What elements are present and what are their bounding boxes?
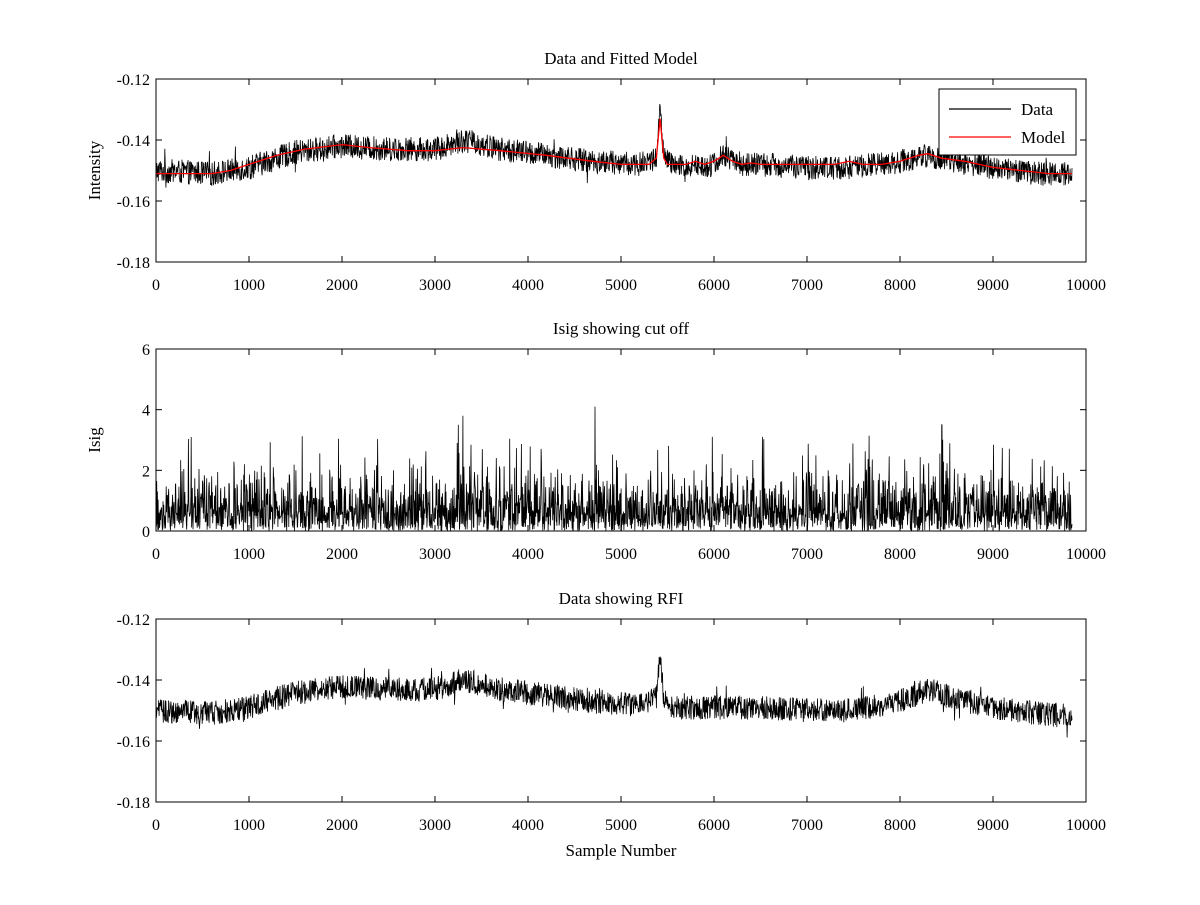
x-tick-label: 0 [152,817,160,834]
legend-label-model: Model [1021,128,1066,147]
x-tick-label: 2000 [326,546,358,563]
x-tick-label: 2000 [326,817,358,834]
y-tick-label: 2 [142,463,150,480]
legend-label-data: Data [1021,100,1054,119]
x-tick-label: 5000 [605,546,637,563]
panel-1: 0 1000 2000 3000 4000 5000 6000 7000 8000 9000 100… [85,49,1106,294]
x-tick-label: 8000 [884,546,916,563]
x-tick-label: 3000 [419,817,451,834]
y-tick-label: 0 [142,524,150,541]
series-data-line [155,656,1073,738]
x-tick-label: 7000 [791,817,823,834]
x-tick-label: 6000 [698,277,730,294]
axes-frame [155,618,1087,803]
legend-box [938,88,1077,156]
x-tick-label: 9000 [977,277,1009,294]
y-tick-label: 4 [142,403,150,420]
x-tick-label: 9000 [977,546,1009,563]
x-tick-label: 7000 [791,546,823,563]
x-tick-label: 4000 [512,817,544,834]
legend: Data Model [938,88,1077,156]
y-tick-label: 6 [142,342,150,359]
x-tick-label: 10000 [1066,546,1106,563]
panel-2: 0 1000 2000 3000 4000 5000 6000 7000 8000 9000 100… [85,319,1106,563]
series-isig-line [155,406,1073,533]
chart-title: Isig showing cut off [553,319,689,338]
series-model-line [156,118,1072,175]
x-tick-label: 4000 [512,277,544,294]
x-tick-label: 2000 [326,277,358,294]
x-tick-label: 3000 [419,546,451,563]
series-data-line [155,104,1073,188]
y-tick-label: -0.18 [117,795,150,812]
y-tick-label: -0.14 [117,673,150,690]
y-tick-label: -0.12 [117,72,150,89]
y-tick-label: -0.16 [117,734,150,751]
x-tick-label: 1000 [233,546,265,563]
y-tick-label: -0.16 [117,194,150,211]
x-tick-label: 5000 [605,277,637,294]
x-tick-label: 5000 [605,817,637,834]
x-tick-label: 7000 [791,277,823,294]
x-tick-label: 4000 [512,546,544,563]
chart-title: Data and Fitted Model [544,49,698,68]
x-tick-label: 0 [152,546,160,563]
x-tick-label: 10000 [1066,817,1106,834]
x-tick-label: 0 [152,277,160,294]
y-axis-label: Isig [85,427,104,453]
panel-3: 0 1000 2000 3000 4000 5000 6000 7000 8000 9000 100… [117,589,1106,860]
y-tick-label: -0.18 [117,255,150,272]
y-axis-label: Intensity [85,140,104,200]
x-tick-label: 3000 [419,277,451,294]
y-tick-label: -0.14 [117,133,150,150]
x-tick-label: 8000 [884,817,916,834]
x-tick-label: 8000 [884,277,916,294]
x-tick-label: 1000 [233,277,265,294]
x-tick-label: 6000 [698,546,730,563]
x-tick-label: 10000 [1066,277,1106,294]
chart-title: Data showing RFI [559,589,684,608]
y-tick-label: -0.12 [117,612,150,629]
x-tick-label: 6000 [698,817,730,834]
x-tick-label: 9000 [977,817,1009,834]
x-tick-label: 1000 [233,817,265,834]
x-axis-label: Sample Number [566,841,677,860]
